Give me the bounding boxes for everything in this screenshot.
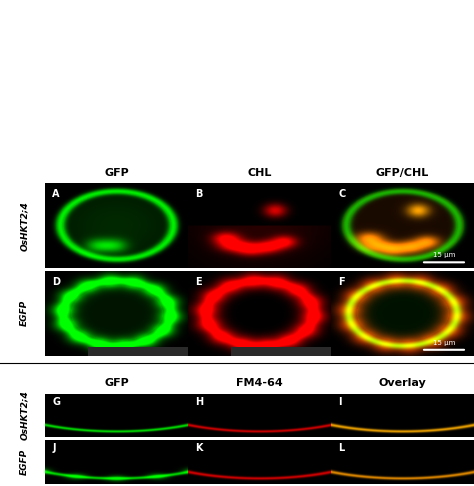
Text: L: L	[338, 443, 345, 453]
Text: C: C	[338, 189, 346, 199]
Text: EGFP: EGFP	[20, 300, 29, 327]
Text: B: B	[195, 189, 202, 199]
Text: J: J	[52, 443, 55, 453]
Text: GFP: GFP	[104, 168, 129, 177]
Text: H: H	[195, 397, 203, 407]
Text: GFP: GFP	[104, 378, 129, 388]
Text: G: G	[52, 397, 60, 407]
Text: A: A	[52, 189, 60, 199]
Text: 15 μm: 15 μm	[433, 252, 455, 258]
Text: K: K	[195, 443, 203, 453]
Text: CHL: CHL	[247, 168, 272, 177]
Text: F: F	[338, 277, 345, 287]
Text: FM4-64: FM4-64	[236, 378, 283, 388]
Text: Overlay: Overlay	[379, 378, 427, 388]
Text: I: I	[338, 397, 342, 407]
Text: OsHKT2;4: OsHKT2;4	[20, 201, 29, 251]
Text: D: D	[52, 277, 60, 287]
Text: 15 μm: 15 μm	[433, 340, 455, 346]
Text: GFP/CHL: GFP/CHL	[376, 168, 429, 177]
Text: E: E	[195, 277, 202, 287]
Text: EGFP: EGFP	[20, 449, 29, 475]
Bar	[88, 347, 188, 356]
Text: OsHKT2;4: OsHKT2;4	[20, 391, 29, 440]
Bar	[231, 347, 331, 356]
